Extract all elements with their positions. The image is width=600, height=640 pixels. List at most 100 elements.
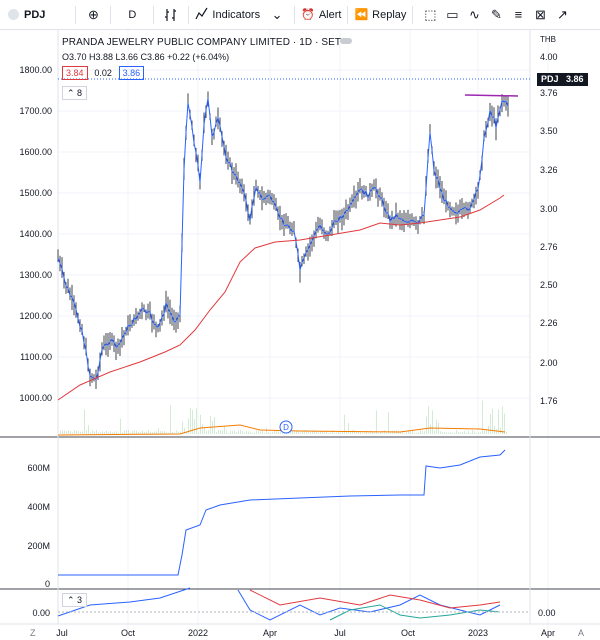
volume-bar <box>266 427 267 434</box>
left-price-axis[interactable]: 1800.00 1700.00 1600.00 1500.00 1400.00 1300.… <box>19 65 52 403</box>
zoom-button-left[interactable]: Z <box>30 628 36 638</box>
time-axis-label: Oct <box>401 628 416 638</box>
osc-indicator-count: 3 <box>77 595 83 605</box>
more-options-icon[interactable] <box>340 38 352 44</box>
volume-bar <box>170 405 171 434</box>
volume-bar <box>268 432 269 434</box>
curve-icon[interactable]: ∿ <box>468 6 480 22</box>
indicators-button[interactable]: Indicators <box>195 0 260 30</box>
volume-bar <box>148 430 149 434</box>
volume-bar <box>280 430 281 434</box>
volume-bar <box>230 430 231 434</box>
volume-bar <box>116 431 117 434</box>
cross-box-icon[interactable]: ⊠ <box>534 6 546 22</box>
volume-bar <box>60 430 61 434</box>
brush-icon[interactable]: ✎ <box>490 6 502 22</box>
volume-bar <box>106 430 107 434</box>
dividend-label: D <box>283 423 289 432</box>
volume-bar <box>468 430 469 434</box>
osc-axis-left-label: 0.00 <box>32 608 50 618</box>
add-symbol-icon[interactable]: ⊕ <box>87 6 99 22</box>
volume-bar <box>378 432 379 434</box>
osc-collapse-button[interactable]: ⌃ 3 <box>62 593 88 607</box>
right-axis-tick: 2.76 <box>540 242 558 252</box>
candle-type-icon[interactable] <box>160 4 182 26</box>
toolbar-divider <box>294 5 296 24</box>
auto-scale-button[interactable]: A <box>578 628 584 638</box>
toolbar-divider <box>188 5 190 24</box>
lines-icon[interactable]: ≡ <box>514 7 523 22</box>
chevron-down-icon[interactable]: ⌄ <box>271 6 283 22</box>
symbol-title: PRANDA JEWELRY PUBLIC COMPANY LIMITED · … <box>62 37 342 48</box>
volume-bar <box>160 431 161 434</box>
volume-bar <box>90 432 91 434</box>
volume-bar <box>416 432 417 434</box>
replay-button[interactable]: ⏪ Replay <box>354 0 406 30</box>
obv-axis[interactable]: 600M 400M 200M 0 <box>27 463 50 589</box>
volume-bar <box>290 430 291 434</box>
volume-bar <box>296 430 297 434</box>
top-toolbar: PDJ ⊕ D Indicators ⌄ ⏰ Alert ⏪ Replay ⬚ … <box>0 0 600 30</box>
volume-bar <box>414 432 415 434</box>
indicators-label: Indicators <box>212 8 261 21</box>
indicators-collapse-button[interactable]: ⌃ 8 <box>62 86 88 100</box>
volume-bar <box>308 431 309 434</box>
volume-bar <box>168 432 169 434</box>
volume-bar <box>94 431 95 434</box>
symbol-search-button[interactable]: PDJ <box>24 0 45 30</box>
volume-bar <box>346 430 347 434</box>
time-axis-label: Jul <box>56 628 68 638</box>
volume-bar <box>150 431 151 434</box>
obv-axis-tick: 400M <box>27 502 50 512</box>
volume-bar <box>162 431 163 434</box>
chart-canvas[interactable]: D 1800.00 1700.00 1600.00 1500.00 1400.00 130… <box>0 30 600 640</box>
volume-bar <box>320 431 321 434</box>
volume-bar <box>452 432 453 434</box>
right-axis-tick: 3.50 <box>540 126 558 136</box>
interval-label: D <box>128 8 137 21</box>
trend-line-icon[interactable]: ↗ <box>556 6 568 22</box>
volume-bar <box>338 432 339 434</box>
right-axis-tick: 3.00 <box>540 204 558 214</box>
rectangle-icon[interactable]: ▭ <box>446 6 459 22</box>
volume-bar <box>100 432 101 434</box>
volume-bar <box>360 431 361 434</box>
alert-button[interactable]: ⏰ Alert <box>301 0 341 30</box>
volume-bar <box>88 425 89 434</box>
right-axis-tick: 4.00 <box>540 52 558 62</box>
volume-bar <box>402 430 403 434</box>
volume-bar <box>326 430 327 434</box>
volume-bar <box>440 431 441 434</box>
volume-bar <box>482 400 483 434</box>
volume-bar <box>262 431 263 434</box>
volume-bar <box>190 407 191 434</box>
volume-bar <box>156 431 157 434</box>
volume-bar <box>236 432 237 434</box>
volume-bar <box>336 432 337 434</box>
price-line <box>57 98 509 381</box>
time-axis[interactable]: Jul Oct 2022 Apr Jul Oct 2023 Apr <box>56 628 555 638</box>
dividend-marker[interactable]: D <box>279 420 293 434</box>
alarm-clock-icon: ⏰ <box>301 9 315 21</box>
volume-bar <box>404 432 405 434</box>
right-price-axis[interactable]: 4.00 3.76 3.50 3.26 3.00 2.76 2.50 2.26 2.00 1.76 <box>540 52 558 406</box>
volume-bar <box>386 432 387 434</box>
volume-bar <box>412 430 413 434</box>
volume-bar <box>444 432 445 434</box>
obv-axis-tick: 600M <box>27 463 50 473</box>
volume-bar <box>126 430 127 434</box>
volume-bar <box>258 430 259 434</box>
volume-bar <box>146 432 147 434</box>
volume-bar <box>64 430 65 434</box>
interval-button[interactable]: D <box>117 0 147 30</box>
volume-bar <box>200 414 201 434</box>
time-axis-label: 2023 <box>468 628 488 638</box>
volume-bar <box>254 432 255 434</box>
volume-bar <box>458 431 459 434</box>
volume-bar <box>368 432 369 434</box>
resistance-line[interactable] <box>464 94 519 97</box>
volume-bar <box>322 431 323 434</box>
select-tool-icon[interactable]: ⬚ <box>424 6 437 22</box>
volume-bar <box>82 431 83 434</box>
oscillator-pane <box>57 587 530 621</box>
